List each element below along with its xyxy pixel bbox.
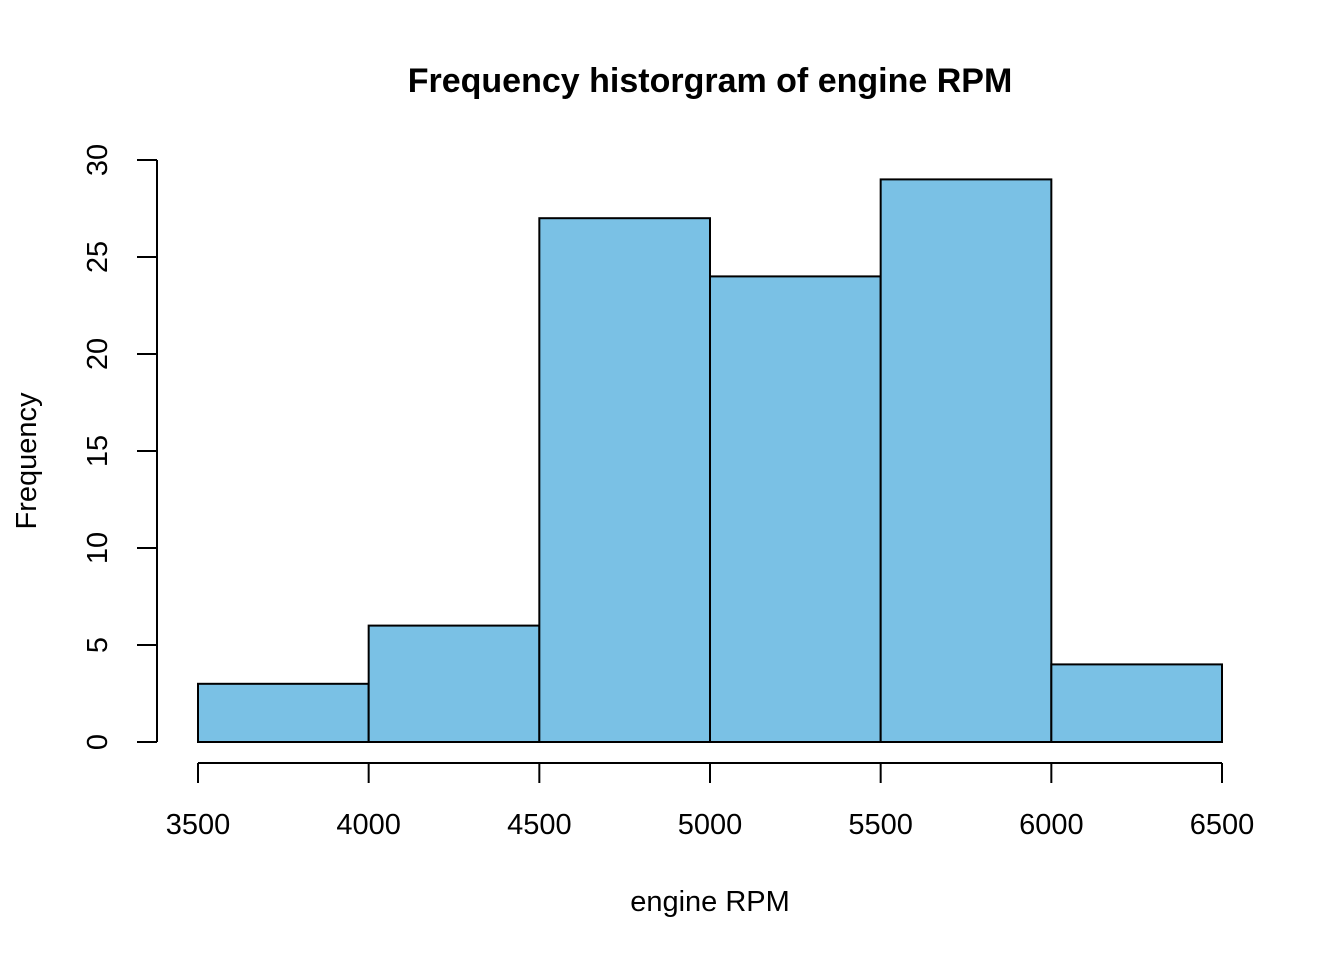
y-axis-label: Frequency [11, 392, 43, 530]
x-tick-label-4: 5500 [848, 809, 913, 841]
y-tick-label-5: 25 [82, 241, 114, 273]
x-tick-label-5: 6000 [1019, 809, 1084, 841]
x-tick-label-2: 4500 [507, 809, 572, 841]
x-tick-label-3: 5000 [678, 809, 743, 841]
x-tick-label-0: 3500 [166, 809, 231, 841]
x-axis: 3500 4000 4500 5000 5500 6000 6500 [166, 762, 1255, 841]
x-tick-label-6: 6500 [1190, 809, 1255, 841]
y-axis: 0 5 10 15 20 25 30 [82, 144, 158, 750]
x-tick-label-1: 4000 [336, 809, 401, 841]
chart-title: Frequency historgram of engine RPM [408, 62, 1013, 100]
histogram-bar-5 [1050, 663, 1224, 744]
y-tick-label-0: 0 [82, 734, 114, 750]
y-tick-label-4: 20 [82, 338, 114, 370]
y-tick-label-1: 5 [82, 637, 114, 653]
y-tick-label-2: 10 [82, 532, 114, 564]
y-tick-label-3: 15 [82, 435, 114, 467]
histogram-bar-1 [367, 624, 541, 743]
x-axis-label: engine RPM [630, 886, 790, 918]
histogram-bar-4 [879, 178, 1053, 743]
bars-group [197, 178, 1224, 744]
histogram-bar-3 [709, 275, 882, 743]
histogram-bar-0 [197, 682, 370, 743]
histogram-bar-2 [538, 217, 711, 743]
y-tick-label-6: 30 [82, 144, 114, 176]
